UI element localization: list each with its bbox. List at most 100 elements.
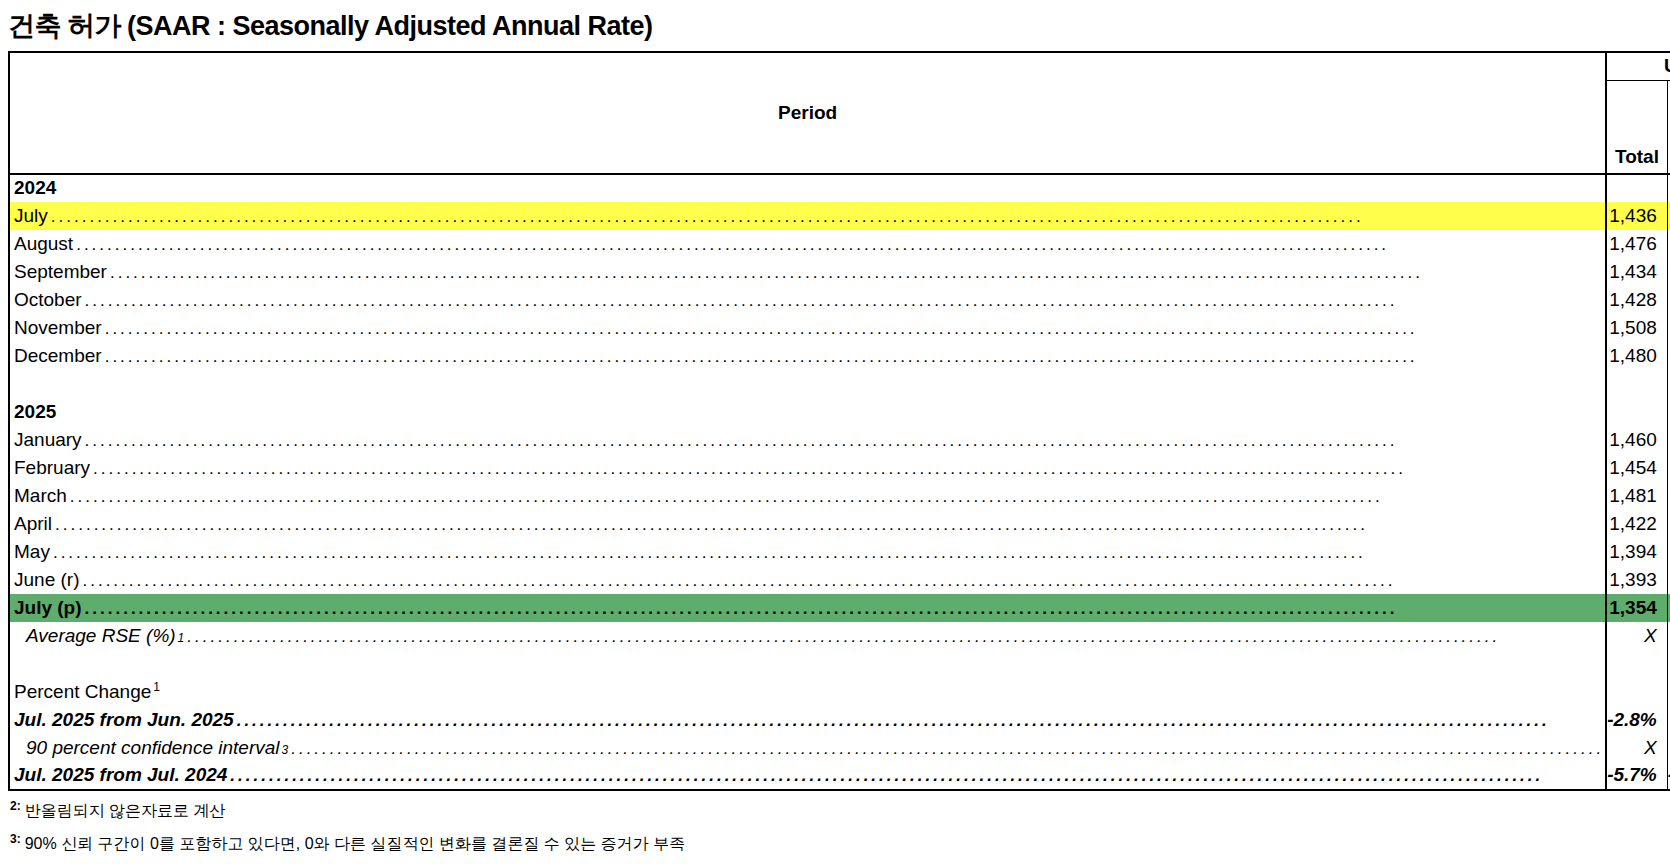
value-cell xyxy=(1606,398,1667,426)
period-cell: March...................................… xyxy=(9,482,1606,510)
dot-leader: ........................................… xyxy=(82,571,1604,591)
table-row xyxy=(9,650,1670,678)
value-cell: 1,436 xyxy=(1606,202,1667,230)
period-cell: 90 percent confidence interval3.........… xyxy=(9,734,1606,762)
value-cell: -5.7% xyxy=(1606,762,1667,790)
section-label: 2025 xyxy=(14,401,56,423)
row-label: September xyxy=(14,261,107,283)
period-cell: July (p)................................… xyxy=(9,594,1606,622)
row-label: Average RSE (%) xyxy=(26,625,176,647)
subcolumn-header: Total xyxy=(1606,80,1667,174)
table-row: October.................................… xyxy=(9,286,1670,314)
dot-leader: ........................................… xyxy=(55,515,1604,535)
value-cell xyxy=(1606,650,1667,678)
row-label: April xyxy=(14,513,52,535)
value-cell: 1,508 xyxy=(1606,314,1667,342)
footnote: 2: 반올림되지 않은자료로 계산 xyxy=(10,799,1662,822)
period-cell: 2024 xyxy=(9,174,1606,202)
value-cell: 1,454 xyxy=(1606,454,1667,482)
row-label: November xyxy=(14,317,102,339)
table-row: July....................................… xyxy=(9,202,1670,230)
value-cell: 1,354 xyxy=(1606,594,1667,622)
row-label: March xyxy=(14,485,67,507)
table-row: Percent Change1 xyxy=(9,678,1670,706)
table-row: 2024 xyxy=(9,174,1670,202)
title-subtitle: (SAAR : Seasonally Adjusted Annual Rate) xyxy=(127,11,653,41)
dot-leader: ........................................… xyxy=(85,431,1605,451)
table-row xyxy=(9,370,1670,398)
period-cell: Jul. 2025 from Jun. 2025................… xyxy=(9,706,1606,734)
table-row: Jul. 2025 from Jul. 2024................… xyxy=(9,762,1670,790)
value-cell: X xyxy=(1606,734,1667,762)
row-label: August xyxy=(14,233,73,255)
table-row: November................................… xyxy=(9,314,1670,342)
period-cell: December................................… xyxy=(9,342,1606,370)
dot-leader: ........................................… xyxy=(105,347,1604,367)
period-cell: Jul. 2025 from Jul. 2024................… xyxy=(9,762,1606,790)
table-row: May.....................................… xyxy=(9,538,1670,566)
period-cell: June (r)................................… xyxy=(9,566,1606,594)
dot-leader: ........................................… xyxy=(237,711,1604,731)
row-label: July xyxy=(14,205,48,227)
value-cell: 1,476 xyxy=(1606,230,1667,258)
table-row: March...................................… xyxy=(9,482,1670,510)
period-cell: October.................................… xyxy=(9,286,1606,314)
table-row: April...................................… xyxy=(9,510,1670,538)
value-cell xyxy=(1606,678,1667,706)
row-label: December xyxy=(14,345,102,367)
period-cell: November................................… xyxy=(9,314,1606,342)
row-label: October xyxy=(14,289,82,311)
footnote-text: 90% 신뢰 구간이 0를 포함하고 있다면, 0와 다른 실질적인 변화를 결… xyxy=(25,836,686,853)
table-row: January.................................… xyxy=(9,426,1670,454)
period-cell: April...................................… xyxy=(9,510,1606,538)
building-permits-table: PeriodUnited StatesNortheastMidwestSouth… xyxy=(8,51,1670,791)
row-label: June (r) xyxy=(14,569,79,591)
footnote: 3:90% 신뢰 구간이 0를 포함하고 있다면, 0와 다른 실질적인 변화를… xyxy=(10,832,1662,855)
row-label: 90 percent confidence interval xyxy=(26,737,280,759)
table-row: September...............................… xyxy=(9,258,1670,286)
table-row: Jul. 2025 from Jun. 2025................… xyxy=(9,706,1670,734)
footnotes: 2: 반올림되지 않은자료로 계산 3:90% 신뢰 구간이 0를 포함하고 있다면… xyxy=(8,799,1662,856)
row-label: July (p) xyxy=(14,597,82,619)
section-label: Percent Change1 xyxy=(14,681,160,703)
dot-leader: ........................................… xyxy=(76,235,1604,255)
dot-leader: ........................................… xyxy=(105,319,1604,339)
table-row: February................................… xyxy=(9,454,1670,482)
value-cell: 1,480 xyxy=(1606,342,1667,370)
value-cell: 1,422 xyxy=(1606,510,1667,538)
row-label: January xyxy=(14,429,82,451)
dot-leader: ........................................… xyxy=(93,459,1604,479)
page: 건축 허가(SAAR : Seasonally Adjusted Annual … xyxy=(0,0,1670,864)
period-cell: Percent Change1 xyxy=(9,678,1606,706)
row-label: Jul. 2025 from Jun. 2025 xyxy=(14,709,234,731)
page-title: 건축 허가(SAAR : Seasonally Adjusted Annual … xyxy=(8,8,1662,44)
period-cell: January.................................… xyxy=(9,426,1606,454)
value-cell: X xyxy=(1606,622,1667,650)
table-row: 90 percent confidence interval3.........… xyxy=(9,734,1670,762)
value-cell xyxy=(1606,174,1667,202)
dot-leader: ........................................… xyxy=(110,263,1604,283)
footnote-marker: 2: xyxy=(10,799,21,813)
table-row: July (p)................................… xyxy=(9,594,1670,622)
table-row: 2025 xyxy=(9,398,1670,426)
dot-leader: ........................................… xyxy=(230,766,1604,786)
table-row: June (r)................................… xyxy=(9,566,1670,594)
period-cell xyxy=(9,370,1606,398)
row-label: Jul. 2025 from Jul. 2024 xyxy=(14,764,227,786)
table-row: December................................… xyxy=(9,342,1670,370)
dot-leader: ........................................… xyxy=(187,627,1604,647)
table-header: PeriodUnited StatesNortheastMidwestSouth… xyxy=(9,52,1670,174)
group-header-row: PeriodUnited StatesNortheastMidwestSouth… xyxy=(9,52,1670,80)
period-cell: Average RSE (%)1........................… xyxy=(9,622,1606,650)
column-group-header: United States xyxy=(1606,52,1670,80)
period-cell: September...............................… xyxy=(9,258,1606,286)
value-cell: 1,393 xyxy=(1606,566,1667,594)
table-row: August..................................… xyxy=(9,230,1670,258)
period-cell: May.....................................… xyxy=(9,538,1606,566)
value-cell xyxy=(1606,370,1667,398)
value-cell: -2.8% xyxy=(1606,706,1667,734)
period-cell: August..................................… xyxy=(9,230,1606,258)
footnote-text: 반올림되지 않은자료로 계산 xyxy=(25,802,226,819)
section-label: 2024 xyxy=(14,177,56,199)
period-cell: 2025 xyxy=(9,398,1606,426)
